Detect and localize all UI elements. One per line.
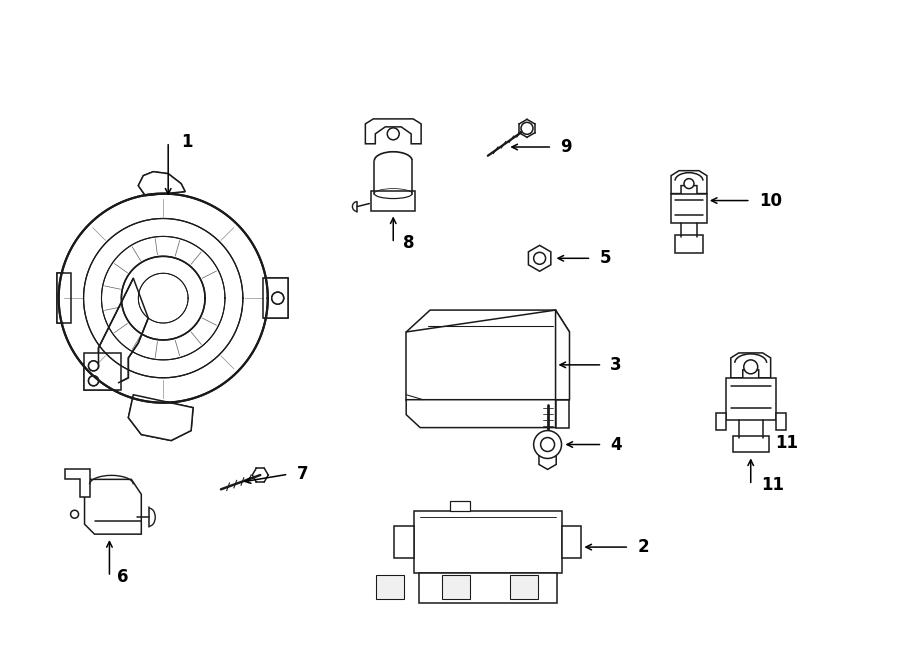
Circle shape	[743, 360, 758, 374]
Text: 2: 2	[637, 538, 649, 556]
Circle shape	[88, 361, 98, 371]
Polygon shape	[419, 573, 556, 603]
Circle shape	[88, 376, 98, 386]
Circle shape	[60, 196, 266, 401]
Polygon shape	[671, 194, 706, 223]
Circle shape	[272, 292, 284, 304]
Text: 4: 4	[610, 436, 622, 453]
Polygon shape	[372, 190, 415, 210]
Circle shape	[88, 361, 98, 371]
Polygon shape	[675, 235, 703, 253]
Polygon shape	[57, 273, 70, 323]
Text: 9: 9	[560, 138, 572, 156]
Polygon shape	[406, 310, 555, 400]
Polygon shape	[85, 479, 141, 534]
Polygon shape	[776, 412, 786, 430]
Text: 7: 7	[296, 465, 308, 483]
Polygon shape	[394, 526, 414, 558]
Polygon shape	[365, 119, 421, 144]
Polygon shape	[139, 172, 185, 196]
Polygon shape	[406, 400, 555, 428]
Circle shape	[534, 430, 562, 459]
Polygon shape	[263, 278, 288, 318]
Polygon shape	[555, 310, 570, 400]
Text: 1: 1	[181, 133, 193, 151]
Polygon shape	[376, 575, 404, 599]
Polygon shape	[555, 400, 570, 428]
Polygon shape	[98, 278, 148, 383]
Polygon shape	[671, 171, 706, 194]
Text: 8: 8	[403, 235, 415, 253]
Polygon shape	[509, 575, 537, 599]
Text: 3: 3	[610, 356, 622, 374]
Polygon shape	[731, 353, 770, 378]
Text: 11: 11	[776, 434, 798, 451]
Polygon shape	[84, 353, 122, 390]
Circle shape	[70, 510, 78, 518]
Polygon shape	[716, 412, 725, 430]
Polygon shape	[129, 395, 194, 440]
Polygon shape	[539, 449, 556, 469]
Polygon shape	[263, 278, 288, 318]
Text: 6: 6	[117, 568, 129, 586]
Circle shape	[272, 292, 284, 304]
Circle shape	[541, 438, 554, 451]
Text: 11: 11	[760, 477, 784, 494]
Polygon shape	[725, 378, 776, 420]
Polygon shape	[129, 395, 194, 440]
Polygon shape	[733, 436, 769, 453]
Circle shape	[684, 178, 694, 188]
Polygon shape	[98, 278, 148, 383]
Polygon shape	[442, 575, 470, 599]
Text: 10: 10	[759, 192, 782, 210]
Polygon shape	[139, 172, 185, 196]
Polygon shape	[528, 245, 551, 271]
Polygon shape	[562, 526, 581, 558]
Polygon shape	[84, 353, 122, 390]
Polygon shape	[450, 501, 470, 511]
Circle shape	[387, 128, 400, 140]
Circle shape	[534, 253, 545, 264]
Circle shape	[88, 376, 98, 386]
Circle shape	[521, 122, 533, 134]
Text: 5: 5	[599, 249, 611, 267]
Polygon shape	[57, 273, 70, 323]
Polygon shape	[65, 469, 89, 497]
Polygon shape	[406, 310, 570, 332]
Polygon shape	[414, 511, 562, 573]
